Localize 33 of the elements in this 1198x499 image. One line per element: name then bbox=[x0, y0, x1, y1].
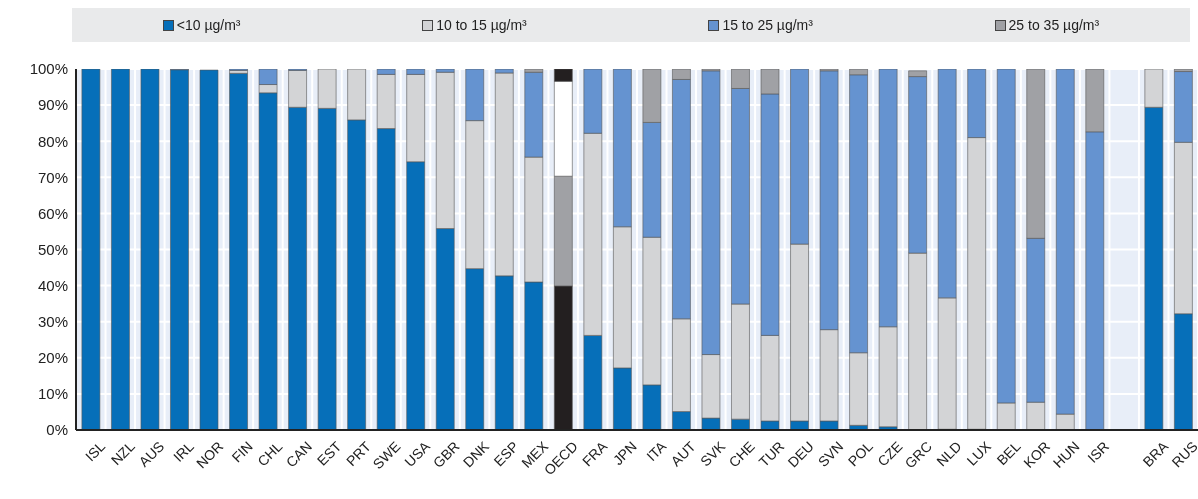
legend-label: 25 to 35 µg/m³ bbox=[1008, 17, 1100, 33]
x-tick-label: FIN bbox=[228, 438, 256, 466]
bar bbox=[199, 69, 219, 430]
bar bbox=[229, 73, 248, 430]
y-tick-label: 80% bbox=[37, 132, 68, 150]
y-tick-label: 60% bbox=[37, 204, 68, 222]
x-tick-label: USA bbox=[401, 437, 434, 470]
y-tick-label: 30% bbox=[37, 313, 68, 331]
y-tick-label: 70% bbox=[37, 168, 68, 186]
y-tick-label: 10% bbox=[37, 385, 68, 403]
bar bbox=[111, 69, 130, 430]
y-tick-label: 20% bbox=[37, 349, 68, 367]
x-tick-label: POL bbox=[844, 438, 877, 470]
bar bbox=[140, 69, 160, 430]
bar bbox=[81, 69, 101, 430]
bar bbox=[170, 69, 189, 430]
y-tick-label: 90% bbox=[37, 96, 68, 114]
x-tick-label: IRL bbox=[170, 438, 197, 465]
x-tick-label: ISL bbox=[82, 438, 109, 465]
y-tick-label: 100% bbox=[29, 60, 68, 78]
x-tick-label: ITA bbox=[643, 437, 670, 465]
y-tick-label: 50% bbox=[37, 240, 68, 258]
x-tick-label: FRA bbox=[579, 437, 611, 470]
legend-label: <10 µg/m³ bbox=[176, 17, 241, 33]
y-tick-label: 40% bbox=[37, 276, 68, 294]
y-tick-label: 0% bbox=[46, 421, 68, 439]
x-tick-label: NZL bbox=[107, 438, 138, 469]
x-tick-label: BEL bbox=[993, 438, 1024, 469]
x-tick-label: ISR bbox=[1084, 438, 1113, 466]
x-tick-label: TUR bbox=[755, 438, 788, 470]
x-tick-label: CHL bbox=[254, 438, 286, 470]
legend-label: 15 to 25 µg/m³ bbox=[722, 17, 813, 33]
legend-label: 10 to 15 µg/m³ bbox=[436, 17, 527, 33]
